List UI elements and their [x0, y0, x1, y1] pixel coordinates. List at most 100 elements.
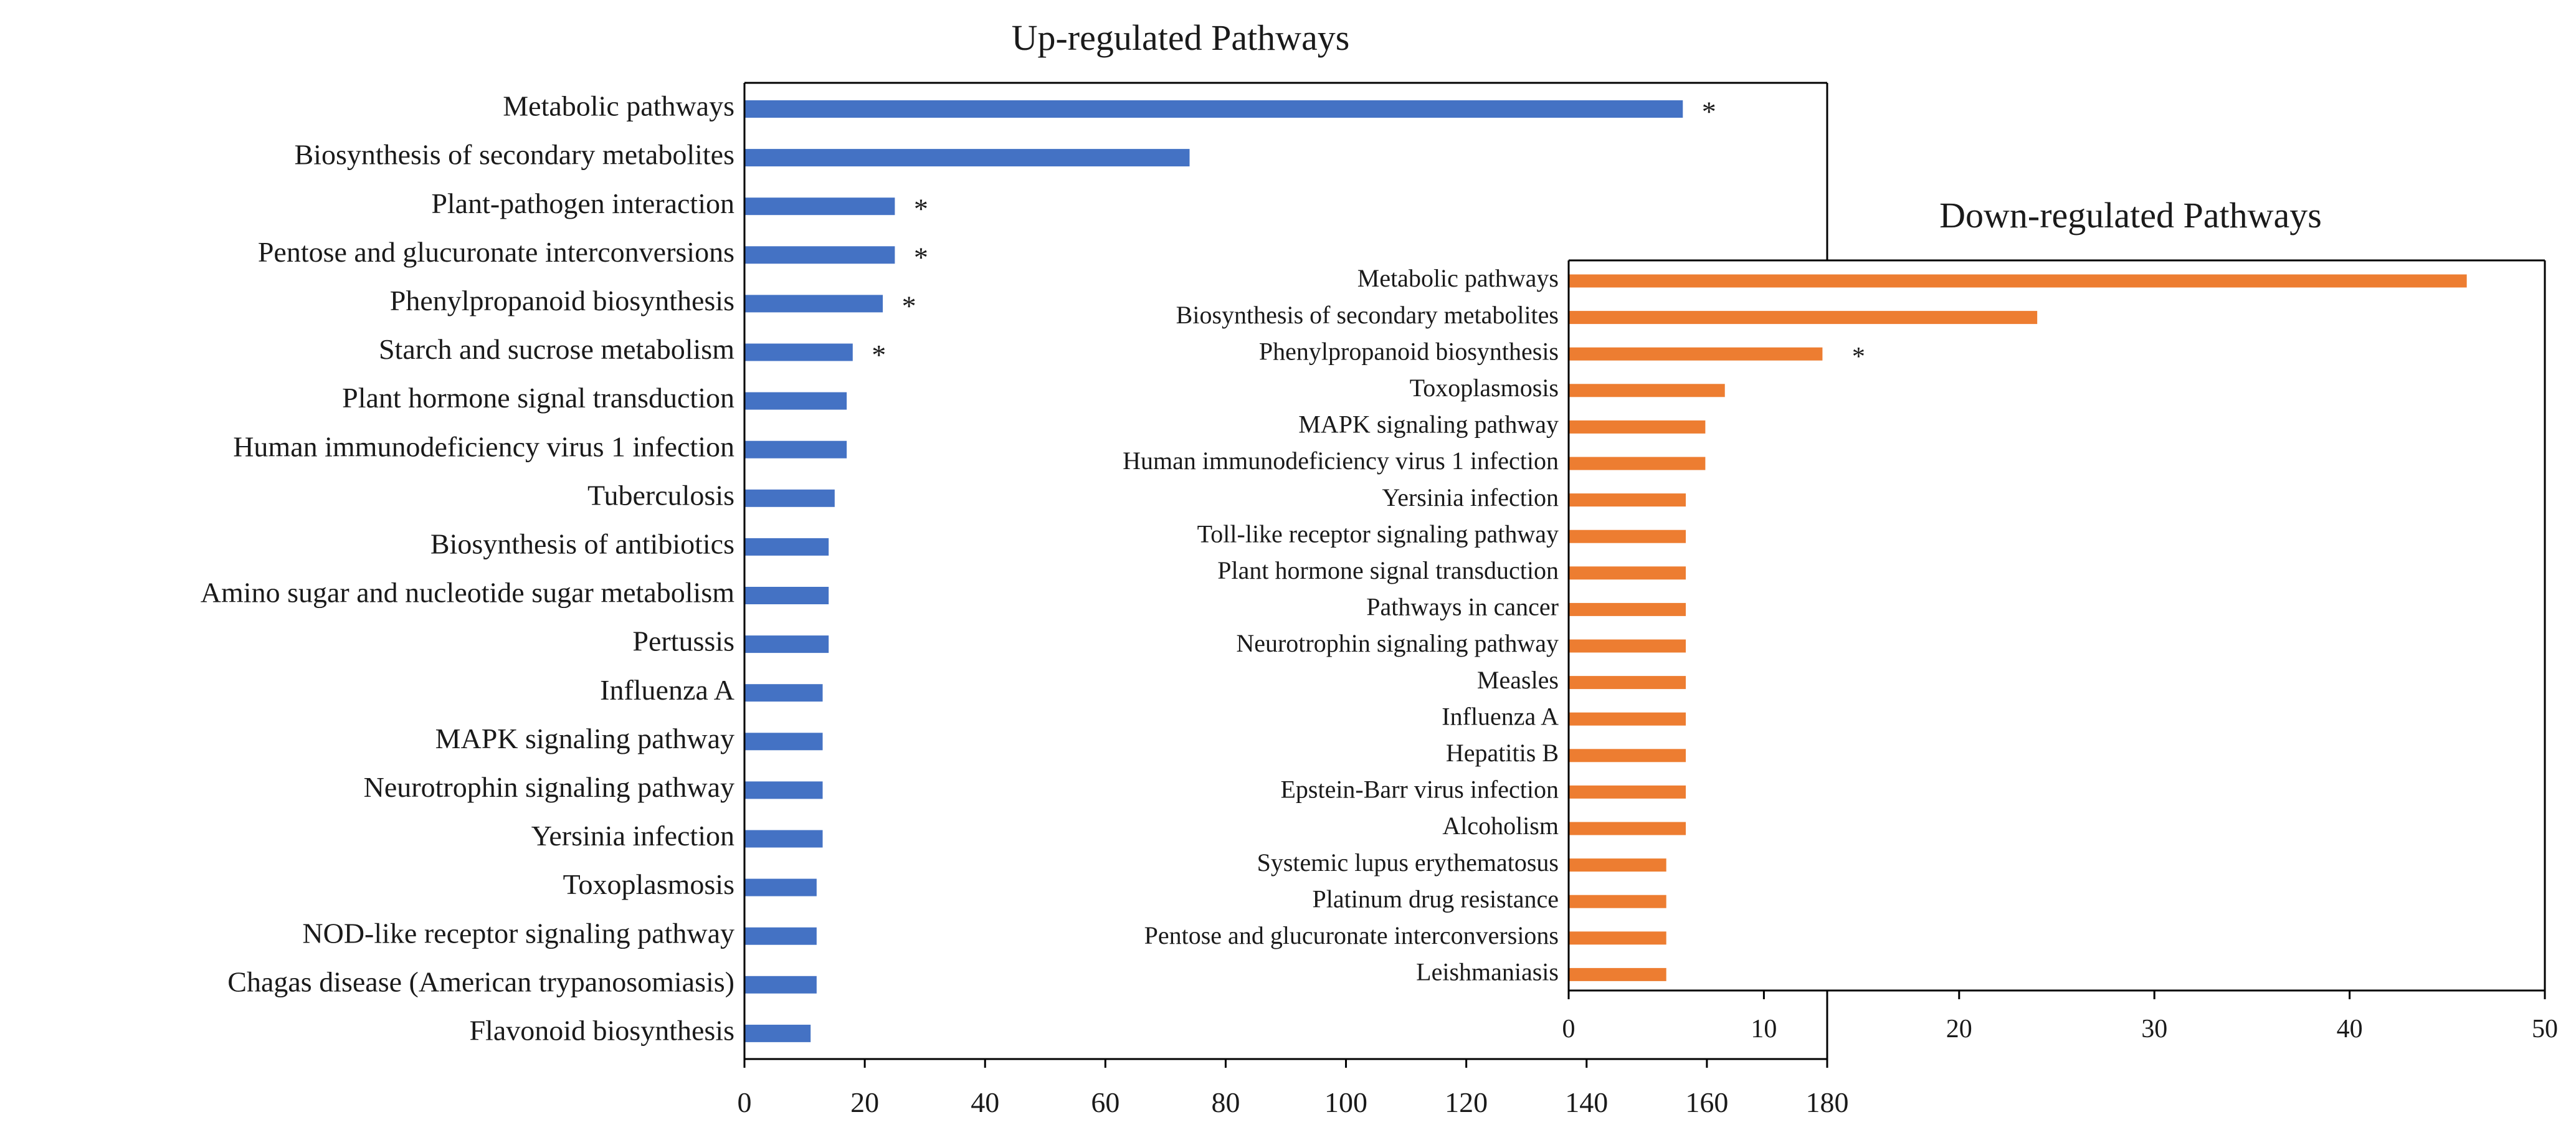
up-category-label-16: Toxoplasmosis: [563, 868, 734, 900]
up-category-label-2: Plant-pathogen interaction: [431, 188, 734, 219]
up-bar-2: [744, 197, 895, 216]
up-bar-11: [744, 635, 829, 653]
up-category-label-15: Yersinia infection: [531, 820, 734, 852]
down-category-label-9: Pathways in cancer: [1366, 593, 1559, 621]
up-significance-star-3: *: [914, 242, 928, 273]
up-x-tick-label-4: 80: [1211, 1086, 1240, 1118]
down-bar-7: [1569, 530, 1686, 543]
down-category-label-14: Epstein-Barr virus infection: [1280, 776, 1559, 804]
up-category-label-18: Chagas disease (American trypanosomiasis…: [227, 966, 734, 997]
up-x-tick-label-6: 120: [1445, 1086, 1488, 1118]
down-bar-6: [1569, 493, 1686, 507]
down-bar-17: [1569, 895, 1666, 908]
down-category-label-12: Influenza A: [1442, 702, 1559, 730]
up-bar-16: [744, 878, 817, 896]
down-significance-star-2: *: [1852, 343, 1865, 371]
down-category-label-7: Toll-like receptor signaling pathway: [1197, 520, 1559, 548]
up-category-label-14: Neurotrophin signaling pathway: [364, 771, 734, 803]
down-category-label-15: Alcoholism: [1442, 812, 1559, 840]
up-category-label-9: Biosynthesis of antibiotics: [430, 528, 734, 559]
down-bar-16: [1569, 858, 1666, 872]
up-category-label-17: NOD-like receptor signaling pathway: [302, 917, 734, 949]
up-category-label-6: Plant hormone signal transduction: [342, 382, 734, 414]
down-x-tick-label-4: 40: [2337, 1015, 2363, 1043]
up-bar-4: [744, 295, 883, 313]
down-bar-18: [1569, 931, 1666, 945]
up-x-tick-label-5: 100: [1324, 1086, 1367, 1118]
down-bar-9: [1569, 602, 1686, 616]
down-bar-19: [1569, 967, 1666, 981]
up-category-label-1: Biosynthesis of secondary metabolites: [295, 139, 735, 171]
up-bar-8: [744, 489, 835, 507]
up-category-label-19: Flavonoid biosynthesis: [469, 1014, 734, 1046]
up-bar-3: [744, 246, 895, 264]
up-x-tick-label-2: 40: [971, 1086, 999, 1118]
down-bar-11: [1569, 676, 1686, 690]
up-x-tick-label-3: 60: [1091, 1086, 1119, 1118]
up-bar-15: [744, 830, 823, 848]
up-regulated-chart: Up-regulated Pathways Metabolic pathways *…: [201, 17, 1849, 1118]
down-x-tick-label-2: 20: [1946, 1015, 1972, 1043]
up-category-label-8: Tuberculosis: [587, 479, 734, 511]
down-category-label-2: Phenylpropanoid biosynthesis: [1259, 337, 1559, 365]
up-x-tick-label-0: 0: [738, 1086, 752, 1118]
down-category-label-13: Hepatitis B: [1446, 739, 1559, 767]
up-category-label-5: Starch and sucrose metabolism: [379, 333, 734, 365]
up-x-tick-label-8: 160: [1685, 1086, 1728, 1118]
up-category-label-13: MAPK signaling pathway: [435, 723, 734, 754]
down-bar-0: [1569, 274, 2467, 288]
down-bar-1: [1569, 311, 2038, 325]
down-category-label-17: Platinum drug resistance: [1313, 885, 1559, 913]
down-category-label-10: Neurotrophin signaling pathway: [1236, 629, 1559, 657]
up-category-label-7: Human immunodeficiency virus 1 infection: [233, 430, 734, 462]
down-bar-2: [1569, 347, 1823, 361]
down-axes-frame: [1567, 259, 2546, 991]
up-x-tick-label-1: 20: [850, 1086, 879, 1118]
down-category-label-3: Toxoplasmosis: [1410, 374, 1559, 402]
down-category-label-0: Metabolic pathways: [1357, 264, 1559, 292]
down-category-label-16: Systemic lupus erythematosus: [1257, 848, 1559, 877]
down-bar-3: [1569, 384, 1725, 397]
up-bar-17: [744, 927, 817, 945]
up-bar-1: [744, 149, 1190, 167]
down-x-tick-label-0: 0: [1562, 1015, 1576, 1043]
down-chart-title: Down-regulated Pathways: [1939, 195, 2322, 235]
down-category-label-11: Measles: [1477, 666, 1559, 694]
up-chart-title: Up-regulated Pathways: [1012, 17, 1350, 58]
down-regulated-chart: Down-regulated Pathways Metabolic pathway…: [1123, 195, 2558, 1043]
down-bar-8: [1569, 566, 1686, 580]
up-bar-6: [744, 392, 847, 410]
down-bar-15: [1569, 822, 1686, 835]
up-significance-star-5: *: [872, 339, 886, 371]
down-bar-13: [1569, 749, 1686, 763]
down-bar-4: [1569, 420, 1706, 434]
up-bar-14: [744, 781, 823, 799]
down-category-label-4: MAPK signaling pathway: [1298, 411, 1559, 439]
up-category-label-11: Pertussis: [632, 625, 734, 657]
up-x-tick-label-7: 140: [1565, 1086, 1608, 1118]
up-bar-12: [744, 684, 823, 702]
down-x-tick-label-3: 30: [2141, 1015, 2167, 1043]
down-x-tick-label-1: 10: [1751, 1015, 1777, 1043]
down-bar-12: [1569, 712, 1686, 726]
up-bar-9: [744, 538, 829, 556]
up-category-label-0: Metabolic pathways: [503, 90, 734, 122]
up-category-label-3: Pentose and glucuronate interconversions: [258, 236, 734, 268]
up-category-label-10: Amino sugar and nucleotide sugar metabol…: [201, 577, 734, 609]
up-category-label-12: Influenza A: [600, 674, 734, 706]
down-x-tick-label-5: 50: [2532, 1015, 2558, 1043]
down-bar-10: [1569, 639, 1686, 653]
down-category-label-1: Biosynthesis of secondary metabolites: [1176, 301, 1559, 329]
down-category-label-18: Pentose and glucuronate interconversions: [1144, 921, 1559, 949]
up-bar-19: [744, 1024, 811, 1042]
up-x-tick-label-9: 180: [1806, 1086, 1849, 1118]
down-category-label-5: Human immunodeficiency virus 1 infection: [1123, 447, 1559, 475]
down-plot-background: [1569, 260, 2545, 991]
down-category-label-19: Leishmaniasis: [1416, 958, 1559, 986]
down-bar-5: [1569, 457, 1706, 470]
down-bar-14: [1569, 785, 1686, 799]
down-category-label-6: Yersinia infection: [1382, 483, 1559, 511]
up-bar-13: [744, 733, 823, 751]
